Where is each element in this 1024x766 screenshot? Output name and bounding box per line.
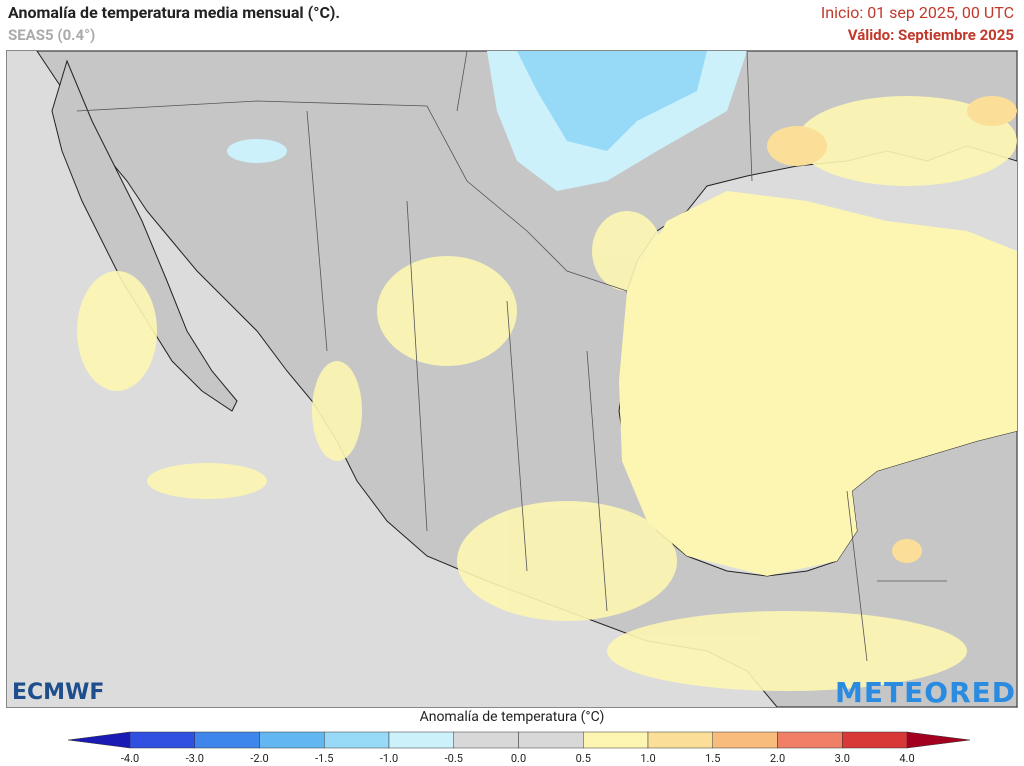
colorbar-segment xyxy=(518,731,584,749)
colorbar-tick-label: -3.0 xyxy=(186,752,204,765)
colorbar-high xyxy=(906,731,971,749)
ecmwf-logo: ECMWF xyxy=(12,680,105,705)
colorbar-tick-label: 4.0 xyxy=(899,752,914,765)
colorbar-segment xyxy=(777,731,843,749)
colorbar-segment xyxy=(842,731,908,749)
colorbar-tick-label: -4.0 xyxy=(121,752,139,765)
gulf-anomaly xyxy=(619,191,1017,576)
colorbar-segment xyxy=(194,731,260,749)
colorbar-segment xyxy=(388,731,454,749)
colorbar-segment xyxy=(324,731,390,749)
colorbar-segment xyxy=(453,731,519,749)
colorbar-tick-label: 0.0 xyxy=(511,752,526,765)
colorbar-tick-label: -1.5 xyxy=(315,752,333,765)
colorbar: -4.0 -3.0 -2.0 -1.5 -1.0 -0.5 0.0 0.5 1.0 1.5 2.0 3… xyxy=(67,731,971,765)
colorbar-tick-label: -2.0 xyxy=(250,752,268,765)
colorbar-tick-label: 2.0 xyxy=(770,752,785,765)
map xyxy=(6,50,1018,708)
colorbar-tick-label: -0.5 xyxy=(445,752,463,765)
land xyxy=(51,59,238,412)
colorbar-segment xyxy=(259,731,325,749)
colorbar-tick-label: 1.5 xyxy=(705,752,720,765)
title: Anomalía de temperatura media mensual (°… xyxy=(8,3,340,22)
colorbar-segment xyxy=(583,731,649,749)
colorbar-tick-label: 3.0 xyxy=(835,752,850,765)
colorbar-segment xyxy=(647,731,713,749)
valid-date: Válido: Septiembre 2025 xyxy=(847,26,1014,44)
warm-anomaly xyxy=(767,96,1017,563)
colorbar-tick-label: 1.0 xyxy=(640,752,655,765)
colorbar-segment xyxy=(129,731,195,749)
cold-anomaly xyxy=(517,51,707,151)
colorbar-tick-label: 0.5 xyxy=(576,752,591,765)
warm-anomaly xyxy=(77,96,1017,691)
colorbar-segment xyxy=(712,731,778,749)
border xyxy=(76,51,947,662)
colorbar-tick-label: -1.0 xyxy=(380,752,398,765)
meteored-logo: METEORED xyxy=(835,676,1016,709)
colorbar-low xyxy=(67,731,131,749)
cold-anomaly xyxy=(227,139,287,163)
subtitle: SEAS5 (0.4°) xyxy=(8,26,96,44)
colorbar-title: Anomalía de temperatura (°C) xyxy=(419,709,605,725)
init-date: Inicio: 01 sep 2025, 00 UTC xyxy=(820,3,1014,22)
